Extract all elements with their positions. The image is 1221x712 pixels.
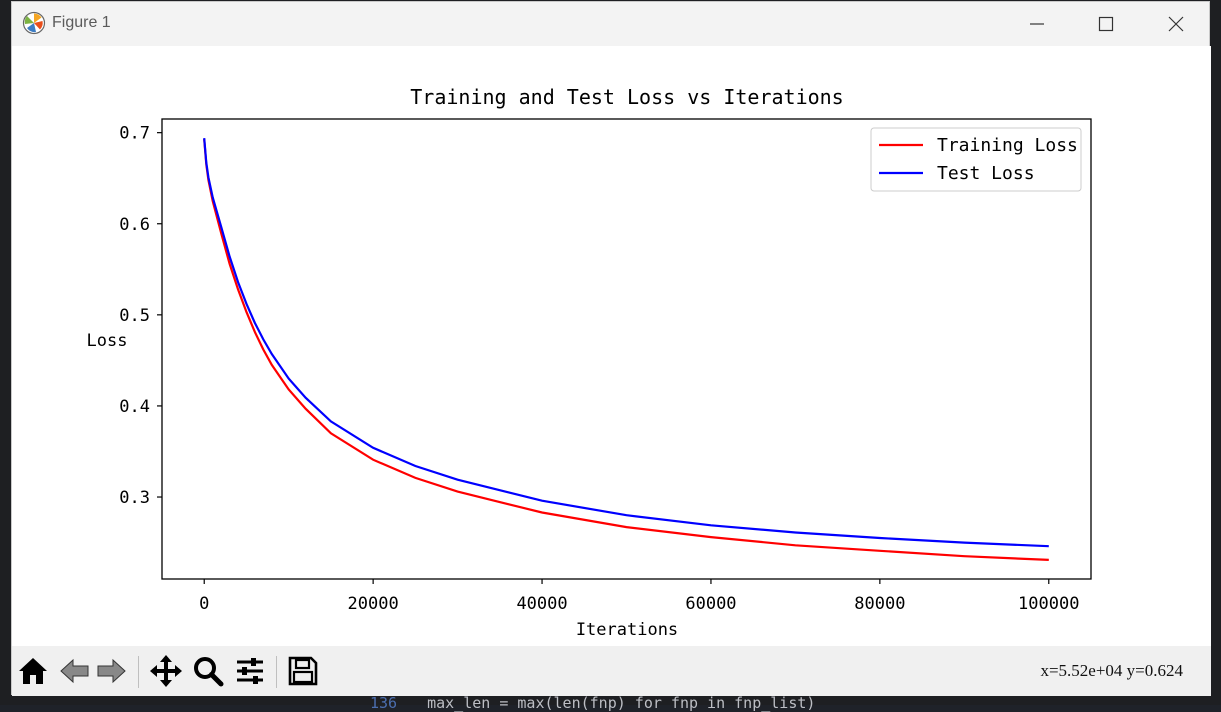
cursor-coordinates: x=5.52e+04 y=0.624 <box>1040 661 1183 680</box>
forward-button[interactable] <box>92 652 130 690</box>
pan-button[interactable] <box>147 652 185 690</box>
forward-icon <box>97 658 126 684</box>
chart-title: Training and Test Loss vs Iterations <box>410 85 843 109</box>
y-axis-ticks: 0.3 0.4 0.5 0.6 0.7 <box>119 124 162 508</box>
x-tick-label: 80000 <box>854 594 905 614</box>
close-button[interactable] <box>1153 2 1199 46</box>
configure-button[interactable] <box>231 652 269 690</box>
maximize-button[interactable] <box>1083 2 1129 46</box>
test-loss-line <box>203 138 1049 548</box>
zoom-icon <box>194 657 224 687</box>
y-axis-label: Loss <box>87 331 128 351</box>
y-tick-label: 0.7 <box>119 124 150 144</box>
line-number: 136 <box>370 694 398 712</box>
background-code-line: 136 max_len = max(len(fnp) for fnp in fnp… <box>370 694 815 712</box>
legend: Training Loss Test Loss <box>870 127 1082 192</box>
x-tick-label: 60000 <box>685 594 736 614</box>
close-icon <box>1168 16 1184 32</box>
save-button[interactable] <box>284 652 322 690</box>
zoom-button[interactable] <box>189 652 227 690</box>
y-tick-label: 0.5 <box>119 306 150 326</box>
title-bar[interactable]: Figure 1 <box>12 2 1209 46</box>
figure-window: Figure 1 Training and Test Loss vs Itera… <box>11 1 1211 696</box>
save-icon <box>288 656 318 686</box>
legend-training-label: Training Loss <box>937 135 1078 156</box>
matplotlib-logo-icon <box>22 11 46 35</box>
line-chart: Training and Test Loss vs Iterations 0.3… <box>87 85 1092 640</box>
plot-frame <box>161 118 1092 580</box>
toolbar-separator <box>276 656 277 688</box>
figure-canvas[interactable]: Training and Test Loss vs Iterations 0.3… <box>12 46 1211 646</box>
legend-box <box>870 127 1082 192</box>
y-tick-label: 0.4 <box>119 397 150 417</box>
back-button[interactable] <box>56 652 94 690</box>
home-icon <box>19 658 47 684</box>
navigation-toolbar: x=5.52e+04 y=0.624 <box>12 646 1211 696</box>
y-tick-label: 0.6 <box>119 215 150 235</box>
x-axis-label: Iterations <box>576 620 678 640</box>
minimize-icon <box>1030 23 1044 25</box>
pan-icon <box>150 655 182 687</box>
maximize-icon <box>1098 16 1114 32</box>
window-title: Figure 1 <box>52 14 111 31</box>
configure-icon <box>237 658 263 684</box>
x-tick-label: 0 <box>199 594 209 614</box>
back-icon <box>60 658 89 684</box>
code-text: max_len = max(len(fnp) for fnp in fnp_li… <box>427 694 816 712</box>
x-tick-label: 20000 <box>348 594 399 614</box>
x-axis-ticks: 0 20000 40000 60000 80000 100000 <box>199 579 1079 614</box>
toolbar-separator <box>138 656 139 688</box>
x-tick-label: 40000 <box>516 594 567 614</box>
y-tick-label: 0.3 <box>119 488 150 508</box>
x-tick-label: 100000 <box>1018 594 1079 614</box>
minimize-button[interactable] <box>1014 2 1060 46</box>
home-button[interactable] <box>14 652 52 690</box>
legend-test-label: Test Loss <box>937 163 1035 184</box>
training-loss-line <box>203 138 1049 561</box>
